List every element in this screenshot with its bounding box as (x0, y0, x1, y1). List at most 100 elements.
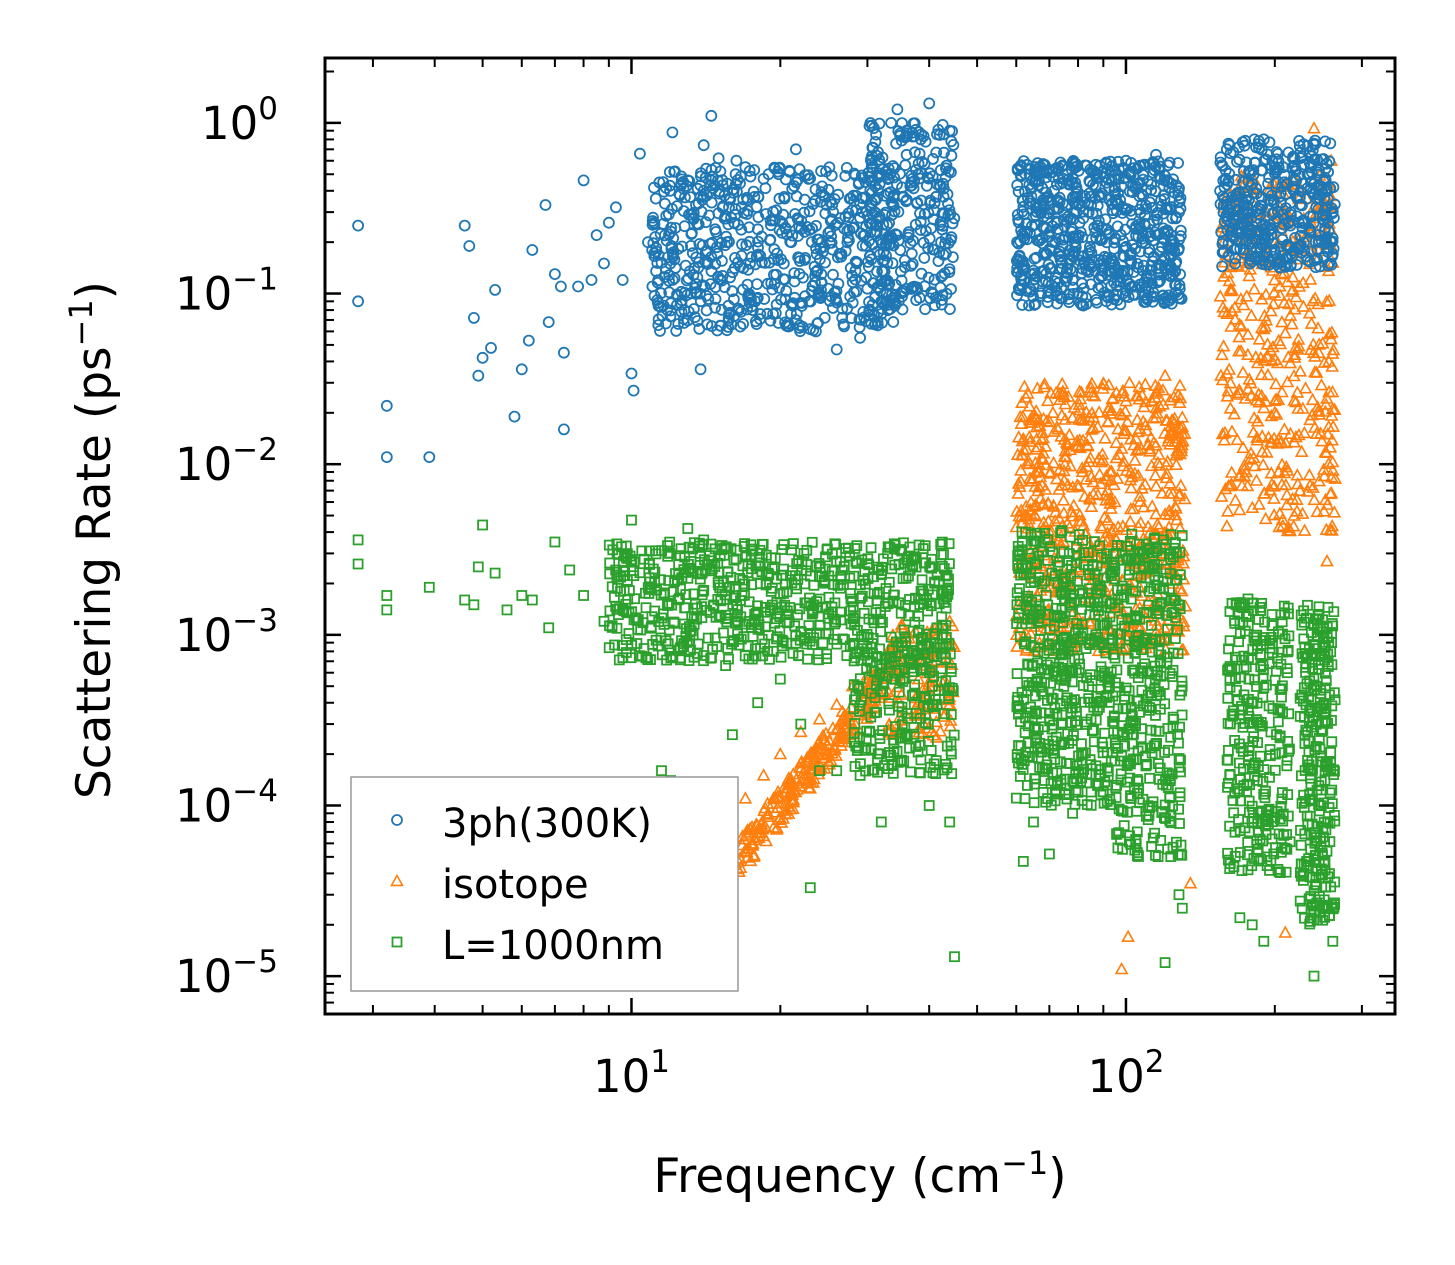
3ph-point (1170, 179, 1183, 192)
isotope-point (1215, 372, 1230, 386)
isotope-point (1122, 621, 1137, 635)
isotope-point (1156, 383, 1170, 396)
3ph-point (1276, 233, 1289, 246)
boundary-point (1086, 725, 1098, 737)
boundary-point (794, 603, 806, 615)
boundary-point (891, 745, 903, 757)
3ph-point (1230, 187, 1243, 200)
isotope-point (1267, 405, 1282, 419)
boundary-point (783, 616, 795, 628)
3ph-point (1294, 185, 1307, 198)
3ph-point (1025, 182, 1037, 195)
3ph-point (772, 254, 784, 267)
3ph-point (811, 233, 824, 246)
boundary-point (906, 647, 918, 659)
isotope-point (1220, 265, 1235, 279)
3ph-point (663, 166, 676, 178)
3ph-point (634, 147, 646, 160)
isotope-point (1073, 391, 1088, 405)
3ph-point (1162, 159, 1174, 172)
isotope-point (1014, 463, 1028, 476)
3ph-point (1012, 216, 1025, 229)
3ph-point (839, 169, 852, 182)
3ph-point (723, 308, 735, 320)
boundary-point (871, 595, 883, 606)
isotope-point (1234, 344, 1248, 357)
3ph-point (776, 226, 788, 239)
3ph-point (726, 285, 739, 298)
boundary-point (686, 566, 697, 577)
isotope-point (1076, 413, 1091, 426)
isotope-point (1049, 385, 1063, 399)
isotope-point (1217, 433, 1232, 446)
boundary-point (688, 651, 700, 663)
isotope-point (1144, 430, 1158, 443)
isotope-point (1019, 499, 1033, 512)
3ph-point (876, 316, 888, 329)
3ph-point (1014, 283, 1027, 296)
3ph-point (793, 322, 806, 334)
boundary-point (779, 599, 791, 611)
3ph-point (1112, 187, 1124, 200)
isotope-point (1011, 476, 1026, 489)
3ph-point (655, 287, 667, 300)
3ph-point (937, 190, 950, 203)
isotope-point (1040, 393, 1055, 407)
isotope-point (1141, 437, 1156, 450)
boundary-point (909, 687, 920, 699)
isotope-point (1058, 444, 1073, 457)
isotope-point (1170, 445, 1185, 459)
3ph-point (688, 262, 701, 275)
3ph-point (1245, 225, 1257, 238)
3ph-point (860, 271, 872, 284)
isotope-point (1314, 378, 1329, 391)
boundary-point (899, 673, 910, 685)
3ph-point (1076, 231, 1089, 244)
boundary-point (941, 585, 953, 597)
boundary-point (753, 622, 764, 634)
3ph-point (627, 384, 640, 397)
isotope-point (1101, 513, 1115, 526)
3ph-point (1083, 187, 1096, 200)
isotope-point (1011, 486, 1026, 499)
boundary-point (753, 552, 765, 563)
3ph-point (730, 154, 743, 167)
3ph-point (667, 246, 680, 259)
3ph-point (1041, 291, 1054, 303)
isotope-point (1280, 374, 1295, 388)
3ph-point (702, 293, 715, 306)
isotope-point (1091, 487, 1105, 501)
boundary-point (835, 582, 846, 594)
3ph-point (815, 284, 827, 297)
3ph-point (822, 183, 835, 196)
3ph-point (705, 196, 718, 209)
boundary-point (1022, 780, 1033, 791)
boundary-point (919, 692, 930, 704)
isotope-point (1042, 414, 1057, 428)
isotope-point (1049, 472, 1064, 485)
3ph-point (945, 231, 958, 244)
isotope-point (1063, 459, 1078, 472)
isotope-point (1117, 389, 1132, 402)
3ph-point (1325, 236, 1338, 249)
3ph-point (1089, 179, 1102, 192)
3ph-point (1263, 136, 1276, 149)
boundary-point (687, 543, 699, 555)
isotope-point (1252, 497, 1266, 510)
isotope-point (1065, 410, 1080, 424)
isotope-point (1264, 304, 1278, 317)
boundary-point (925, 745, 937, 756)
3ph-point (1030, 251, 1043, 264)
isotope-point (1039, 580, 1053, 593)
isotope-point (1054, 408, 1069, 421)
3ph-point (1062, 293, 1075, 305)
boundary-point (904, 742, 915, 754)
3ph-point (679, 191, 691, 204)
boundary-point (883, 656, 895, 668)
3ph-point (1221, 199, 1233, 211)
3ph-point (915, 128, 928, 141)
boundary-point (849, 761, 861, 772)
boundary-point (750, 608, 762, 619)
isotope-point (1071, 479, 1086, 492)
